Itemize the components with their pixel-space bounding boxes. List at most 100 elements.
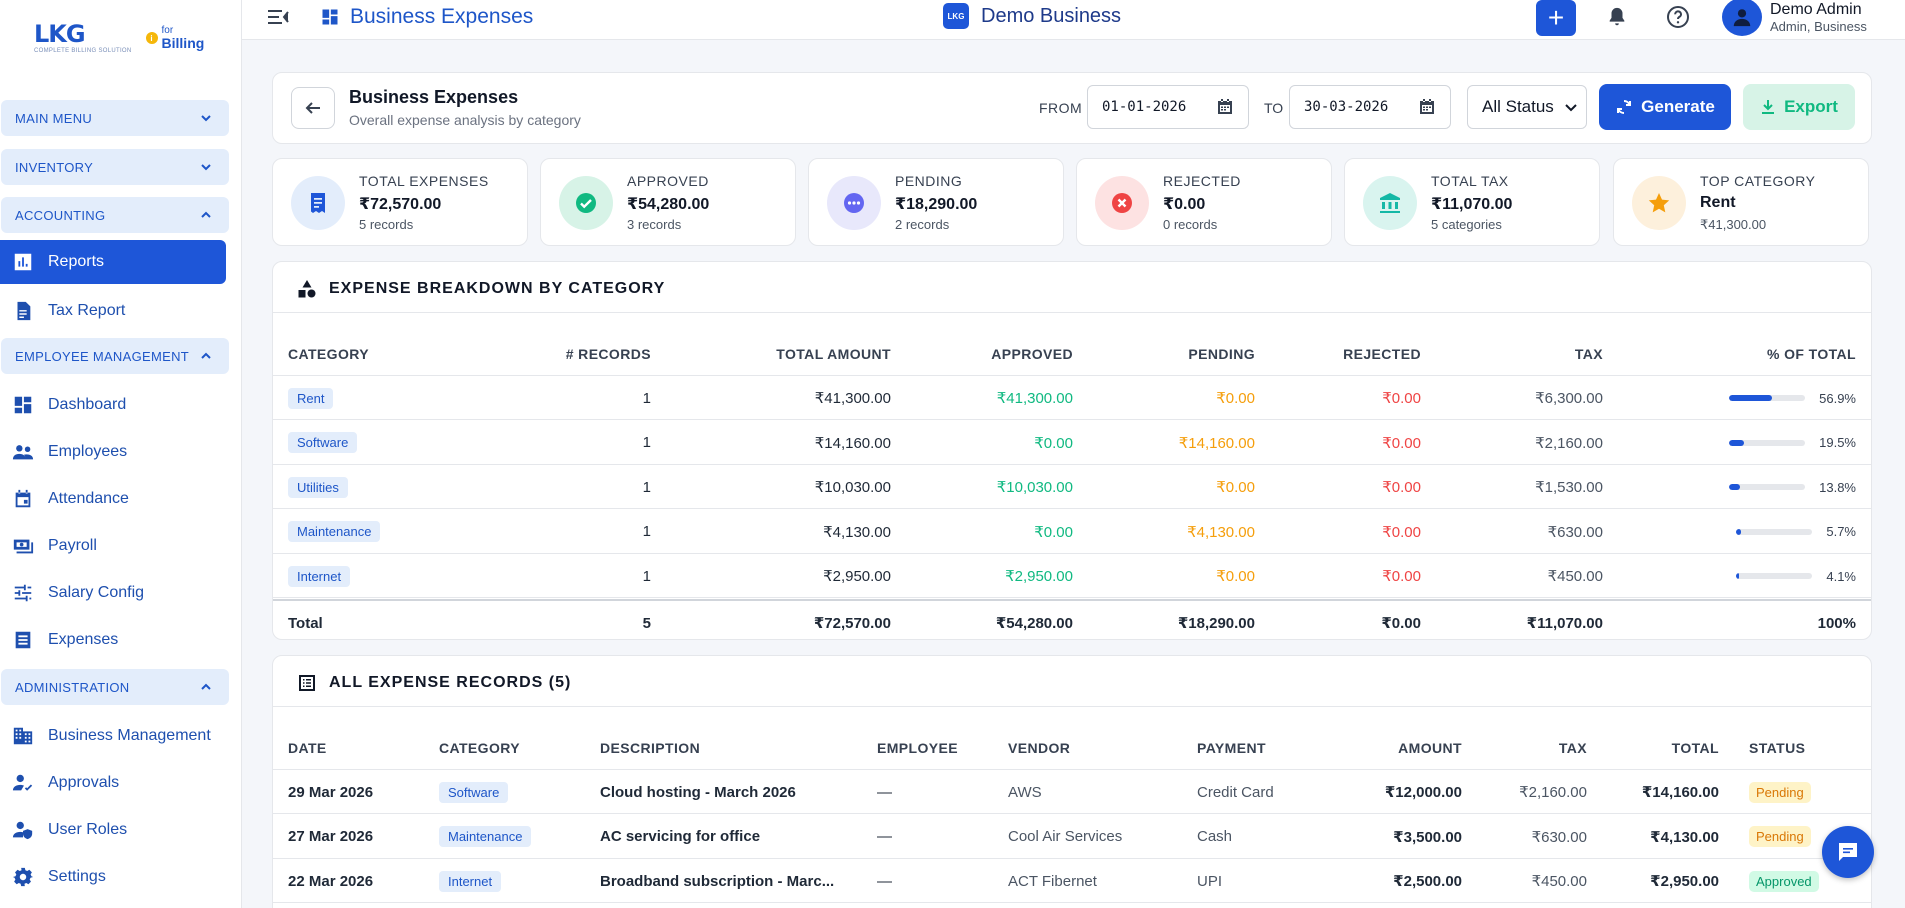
stat-card-total-tax: TOTAL TAX ₹11,070.00 5 categories <box>1344 158 1600 246</box>
chat-icon <box>1839 843 1857 861</box>
chevron-down-icon <box>201 115 211 122</box>
stat-sub: 3 records <box>627 217 682 232</box>
status-select-value: All Status <box>1482 97 1554 116</box>
table-row[interactable]: Utilities 1 ₹10,030.00 ₹10,030.00 ₹0.00 ₹0.00… <box>273 465 1871 510</box>
total-total: ₹72,570.00 <box>813 615 891 632</box>
user-menu[interactable]: Demo Admin Admin, Business <box>1722 0 1867 36</box>
bell-icon[interactable] <box>1606 6 1628 28</box>
percent-bar-fill <box>1729 395 1773 401</box>
generate-button[interactable]: Generate <box>1599 84 1731 130</box>
status-select[interactable]: All Status <box>1467 85 1587 129</box>
chat-button[interactable] <box>1822 826 1874 878</box>
sidebar: LKG COMPLETE BILLING SOLUTION i for Bill… <box>0 0 242 908</box>
table-row[interactable]: Internet 1 ₹2,950.00 ₹2,950.00 ₹0.00 ₹0.00 ₹45… <box>273 554 1871 599</box>
column-header[interactable]: AMOUNT <box>1398 740 1462 756</box>
sidebar-item-label: Reports <box>48 253 105 270</box>
percent-bar-fill <box>1729 484 1740 491</box>
section-administration[interactable]: ADMINISTRATION <box>1 669 229 705</box>
column-header[interactable]: STATUS <box>1749 740 1806 756</box>
sidebar-item-business-management[interactable]: Business Management <box>0 712 226 759</box>
cell-vendor: AWS <box>1008 783 1042 801</box>
cell-pending: ₹0.00 <box>1216 568 1255 586</box>
column-header[interactable]: TOTAL <box>1671 740 1719 756</box>
export-button[interactable]: Export <box>1743 84 1855 130</box>
expense-breakdown-card: EXPENSE BREAKDOWN BY CATEGORY CATEGORY # … <box>272 261 1872 640</box>
cell-payment: Cash <box>1197 828 1233 846</box>
to-label: TO <box>1264 100 1284 116</box>
table-row[interactable]: Maintenance 1 ₹4,130.00 ₹0.00 ₹4,130.00 ₹0.00… <box>273 510 1871 554</box>
sidebar-item-approvals[interactable]: Approvals <box>0 759 226 806</box>
sidebar-item-user-roles[interactable]: User Roles <box>0 806 226 853</box>
stat-card-top-category: TOP CATEGORY Rent ₹41,300.00 <box>1613 158 1869 246</box>
percent-text: 56.9% <box>1819 390 1856 406</box>
section-main-menu[interactable]: MAIN MENU <box>1 100 229 136</box>
section-employee-management[interactable]: EMPLOYEE MANAGEMENT <box>1 338 229 374</box>
report-header: Business Expenses Overall expense analys… <box>272 72 1872 144</box>
table-row[interactable]: 29 Mar 2026 Software Cloud hosting - March… <box>273 770 1871 814</box>
column-header[interactable]: TOTAL AMOUNT <box>776 346 891 362</box>
category-badge: Utilities <box>288 476 348 498</box>
help-icon[interactable] <box>1666 5 1690 29</box>
sidebar-item-expenses[interactable]: Expenses <box>0 616 226 663</box>
chevron-down-icon <box>201 164 211 171</box>
column-header[interactable]: % OF TOTAL <box>1766 346 1856 362</box>
business-switcher[interactable]: LKG Demo Business <box>943 3 1121 29</box>
cell-status: Approved <box>1749 859 1859 903</box>
section-label: MAIN MENU <box>15 110 93 126</box>
section-accounting[interactable]: ACCOUNTING <box>1 197 229 233</box>
sidebar-item-salary-config[interactable]: Salary Config <box>0 569 226 616</box>
column-header[interactable]: TAX <box>1558 740 1587 756</box>
from-date-input[interactable]: 01-01-2026 <box>1087 85 1249 129</box>
sidebar-item-dashboard[interactable]: Dashboard <box>0 381 226 428</box>
chevron-down-icon <box>1565 104 1577 112</box>
column-header[interactable]: DATE <box>288 740 327 756</box>
column-header[interactable]: CATEGORY <box>439 740 520 756</box>
total-pending: ₹18,290.00 <box>1177 615 1255 632</box>
stat-value: ₹18,290.00 <box>895 196 978 213</box>
cell-category: Rent <box>288 376 438 420</box>
cell-status: Pending <box>1749 770 1859 814</box>
menu-toggle-icon[interactable] <box>266 6 290 28</box>
sidebar-item-reports[interactable]: Reports <box>0 240 226 284</box>
section-inventory[interactable]: INVENTORY <box>1 149 229 185</box>
column-header[interactable]: REJECTED <box>1343 346 1421 362</box>
column-header[interactable]: VENDOR <box>1008 740 1071 756</box>
cell-pending: ₹0.00 <box>1216 479 1255 497</box>
column-header[interactable]: PAYMENT <box>1197 740 1266 756</box>
sidebar-item-attendance[interactable]: Attendance <box>0 475 226 522</box>
table-row[interactable]: Software 1 ₹14,160.00 ₹0.00 ₹14,160.00 ₹0.00 ₹… <box>273 421 1871 465</box>
sidebar-item-payroll[interactable]: Payroll <box>0 522 226 569</box>
category-badge: Maintenance <box>288 521 381 543</box>
to-date-input[interactable]: 30-03-2026 <box>1289 85 1451 129</box>
user-role: Admin, Business <box>1770 19 1867 34</box>
from-label: FROM <box>1039 100 1083 116</box>
sidebar-item-settings[interactable]: Settings <box>0 853 226 900</box>
category-badge: Maintenance <box>439 826 532 848</box>
column-header[interactable]: APPROVED <box>991 346 1073 362</box>
logo-text: LKG <box>34 20 86 48</box>
cell-rejected: ₹0.00 <box>1382 479 1421 497</box>
cell-description: Broadband subscription - Marc... <box>600 872 835 890</box>
receipt-icon <box>291 176 345 230</box>
column-header[interactable]: EMPLOYEE <box>877 740 958 756</box>
bar-chart-icon <box>14 253 32 271</box>
add-button[interactable]: + <box>1536 0 1576 36</box>
sidebar-item-label: Settings <box>48 867 106 885</box>
column-header[interactable]: TAX <box>1574 346 1603 362</box>
column-header[interactable]: DESCRIPTION <box>600 740 701 756</box>
table-row[interactable]: 27 Mar 2026 Maintenance AC servicing for o… <box>273 815 1871 859</box>
sidebar-item-employees[interactable]: Employees <box>0 428 226 475</box>
back-button[interactable] <box>291 87 335 129</box>
category-shapes-icon <box>298 280 316 298</box>
table-row[interactable]: Rent 1 ₹41,300.00 ₹41,300.00 ₹0.00 ₹0.00 ₹6,30… <box>273 376 1871 420</box>
column-header[interactable]: PENDING <box>1188 346 1255 362</box>
from-date-value: 01-01-2026 <box>1102 99 1187 115</box>
column-header[interactable]: CATEGORY <box>288 346 369 362</box>
table-row[interactable]: 22 Mar 2026 Internet Broadband subscriptio… <box>273 859 1871 904</box>
generate-label: Generate <box>1641 97 1715 116</box>
brand-logo[interactable]: LKG COMPLETE BILLING SOLUTION i for Bill… <box>0 0 241 76</box>
column-header[interactable]: # RECORDS <box>565 346 651 362</box>
sidebar-item-tax-report[interactable]: Tax Report <box>0 287 226 334</box>
sliders-icon <box>14 584 32 601</box>
more-circle-icon <box>827 176 881 230</box>
